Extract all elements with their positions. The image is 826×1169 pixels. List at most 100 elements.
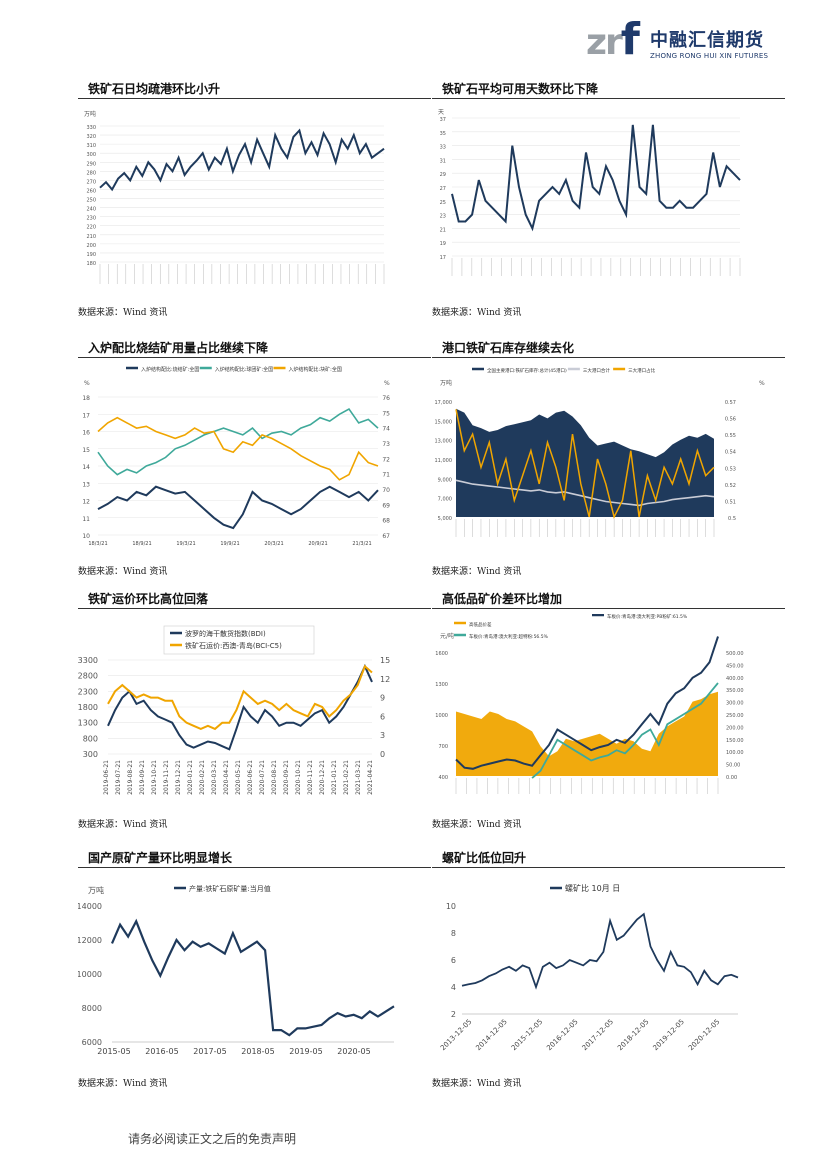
y-tick-label-left: 800 [83, 734, 98, 743]
y-tick-label-left: 12 [82, 499, 90, 506]
source-note: 数据来源：Wind 资讯 [78, 820, 168, 830]
y-tick-label: 35 [440, 131, 446, 137]
y-tick-label: 12000 [78, 936, 102, 945]
legend-label: 三大港口合计 [583, 367, 610, 374]
series-line-output [110, 918, 395, 1037]
brand-mark-f: f [620, 14, 640, 65]
y-tick-label-left: 7,000 [438, 497, 452, 503]
x-tick-label: 2021-04-21 [367, 760, 374, 795]
title-rule [78, 357, 431, 358]
title-rule [78, 608, 431, 609]
y-tick-label: 31 [440, 158, 446, 164]
brand-logo: zrf 中融汇信期货 ZHONG RONG HUI XIN FUTURES [586, 18, 776, 64]
x-tick-label: 2020-10-21 [295, 760, 302, 795]
y-tick-label-left: 1300 [435, 682, 448, 688]
x-tick-label: 2019-07-21 [115, 760, 122, 795]
y-tick-label-right: 500.00 [726, 651, 744, 657]
y-tick-label-right: 69 [382, 502, 390, 509]
y-tick-label-left: 15 [82, 447, 90, 454]
y-tick-label-right: 0.54 [725, 450, 736, 456]
y-tick-label: 21 [440, 227, 446, 233]
legend-label: 三大港口占比 [628, 367, 655, 374]
chart-port-clearance: 万吨 180 190 200 210 220 230 240 250 260 270 280 290 30… [84, 110, 385, 284]
y-tick-label: 8000 [82, 1004, 102, 1013]
y-tick-label: 270 [86, 179, 96, 185]
y-tick-label: 2 [451, 1010, 456, 1019]
y-tick-label: 260 [86, 188, 96, 194]
y-tick-label-right: 74 [382, 426, 390, 433]
x-tick-label: 2019-11-21 [163, 760, 170, 795]
panel-title: 港口铁矿石库存继续去化 [442, 341, 575, 355]
y-tick-label-left: 15,000 [435, 419, 453, 425]
x-tick-label: 2020-07-21 [259, 760, 266, 795]
y-tick-label: 230 [86, 216, 96, 222]
y-tick-label-left: 13 [82, 481, 90, 488]
y-tick-label-right: 6 [380, 712, 385, 721]
x-tick-label: 20/3/21 [264, 541, 283, 547]
y-tick-label-right: 0 [380, 750, 385, 759]
y-tick-label-left: 17,000 [435, 400, 453, 406]
axis-unit: 万吨 [84, 110, 96, 118]
y-tick-label-left: 1300 [78, 719, 98, 728]
source-note: 数据来源：Wind 资讯 [78, 308, 168, 318]
panel-freight: 铁矿运价环比高位回落 波罗的海干散货指数(BDI) 铁矿石运价:西澳-青岛(BCI… [78, 590, 431, 830]
source-note: 数据来源：Wind 资讯 [432, 567, 522, 577]
source-note: 数据来源：Wind 资讯 [432, 308, 522, 318]
y-tick-label: 250 [86, 198, 96, 204]
y-tick-label-left: 1800 [78, 703, 98, 712]
x-tick-label: 2020-12-21 [319, 760, 326, 795]
y-tick-label-right: 0.00 [726, 775, 737, 781]
legend-label: 高低品价差 [469, 621, 492, 628]
y-tick-label-right: 0.55 [725, 433, 736, 439]
title-rule [78, 867, 431, 868]
y-tick-label-right: 70 [382, 487, 390, 494]
series-line-ssf [531, 682, 719, 779]
series-line-pellet [97, 408, 379, 476]
x-tick-label: 2020-03-21 [211, 760, 218, 795]
legend-label: 入炉结构配比:块矿:全国 [289, 366, 342, 373]
x-tick-label: 2018-05 [241, 1047, 274, 1056]
panel-title: 高低品矿价差环比增加 [442, 592, 563, 606]
y-tick-label-right: 71 [382, 472, 390, 479]
series-line [99, 128, 385, 192]
y-tick-label: 17 [440, 255, 446, 261]
series-line-ratio [461, 912, 739, 990]
y-tick-label-right: 0.53 [725, 466, 736, 472]
y-tick-label: 10000 [78, 970, 102, 979]
legend-label: 铁矿石运价:西澳-青岛(BCI-C5) [185, 641, 282, 650]
x-tick-label: 2020-11-21 [307, 760, 314, 795]
x-tick-label: 2013-12-05 [439, 1018, 473, 1052]
axis-unit-right: % [384, 380, 390, 387]
x-tick-label: 2019-09-21 [139, 760, 146, 795]
y-tick-label-right: 75 [382, 410, 390, 417]
panel-title: 铁矿石平均可用天数环比下降 [442, 82, 599, 96]
x-tick-label: 2021-02-21 [343, 760, 350, 795]
x-tick-label: 2016-12-05 [545, 1018, 579, 1052]
y-tick-label-left: 10 [82, 533, 90, 540]
axis-unit-right: % [759, 380, 765, 387]
axis-unit: 万吨 [440, 379, 452, 387]
legend-label: 全国主要港口:铁矿石库存:总计(45港口) [487, 367, 567, 374]
panel-title: 螺矿比低位回升 [442, 851, 527, 865]
y-tick-label-right: 0.5 [728, 516, 736, 522]
panel-title: 铁矿运价环比高位回落 [88, 592, 209, 606]
y-tick-label-right: 0.57 [725, 400, 736, 406]
brand-name-cn: 中融汇信期货 [650, 30, 764, 51]
chart-grade-spread: 元/吨 高低品价差 车板价:青岛港:澳大利亚:PB粉矿:61.5% 车板价:青岛港:澳… [435, 614, 744, 794]
x-tick-label: 2020-08-21 [271, 760, 278, 795]
x-tick-label: 2015-05 [97, 1047, 130, 1056]
axis-unit: 天 [438, 109, 444, 116]
legend-box [163, 625, 315, 655]
legend-label: 产量:铁矿石原矿量:当月值 [189, 884, 271, 893]
y-tick-label-right: 100.00 [726, 750, 744, 756]
y-tick-label: 4 [451, 983, 456, 992]
y-tick-label: 240 [86, 207, 96, 213]
y-tick-label-right: 15 [380, 656, 390, 665]
y-tick-label-right: 150.00 [726, 738, 744, 744]
source-note: 数据来源：Wind 资讯 [78, 1079, 168, 1089]
legend-label: 入炉结构配比:烧结矿:全国 [141, 366, 199, 373]
y-tick-label: 300 [86, 152, 96, 158]
panel-port-clearance: 铁矿石日均疏港环比小升 万吨 180 190 200 210 220 230 240 250 26… [78, 80, 431, 320]
brand-mark: zrf [586, 18, 640, 63]
